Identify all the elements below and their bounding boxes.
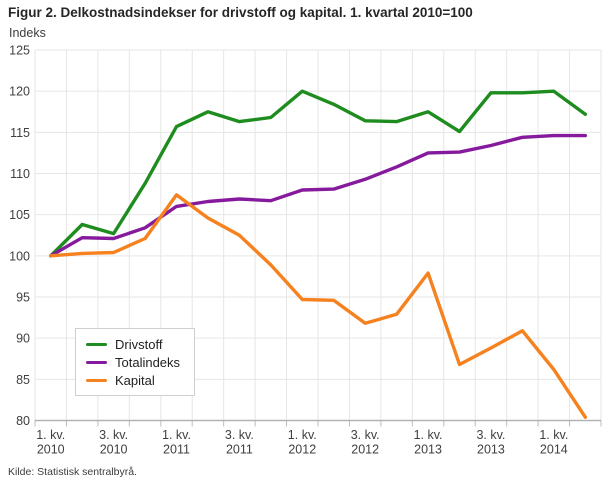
x-tick-label-year: 2011	[226, 443, 253, 457]
series-line-totalindeks	[49, 133, 587, 258]
legend-swatch-kapital	[86, 378, 107, 382]
y-tick-label: 85	[16, 373, 30, 387]
x-tick-label-quarter: 1. kv.	[414, 428, 443, 442]
x-tick-label-quarter: 1. kv.	[36, 428, 65, 442]
y-axis-title: Indeks	[9, 26, 46, 40]
x-tick-label-quarter: 3. kv.	[351, 428, 380, 442]
legend: Drivstoff Totalindeks Kapital	[75, 328, 196, 396]
x-tick-label-year: 2013	[477, 443, 505, 457]
x-tick-label-year: 2013	[414, 443, 442, 457]
series-line-kapital	[49, 193, 587, 419]
y-tick-label: 115	[10, 126, 30, 140]
y-tick-label: 95	[16, 291, 30, 305]
x-tick-label-quarter: 1. kv.	[162, 428, 191, 442]
legend-swatch-totalindeks	[86, 360, 107, 364]
legend-item-totalindeks[interactable]: Totalindeks	[86, 353, 180, 371]
x-tick-label-quarter: 3. kv.	[225, 428, 254, 442]
chart-title: Figur 2. Delkostnadsindekser for drivsto…	[8, 5, 473, 20]
x-tick-label-quarter: 1. kv.	[539, 428, 568, 442]
y-tick-label: 90	[16, 332, 30, 346]
legend-label: Drivstoff	[115, 336, 163, 352]
y-tick-label: 80	[16, 414, 30, 428]
x-tick-label-year: 2014	[540, 443, 568, 457]
y-tick-label: 105	[9, 208, 30, 222]
x-tick-label-quarter: 3. kv.	[476, 428, 505, 442]
legend-label: Totalindeks	[115, 354, 181, 370]
legend-item-kapital[interactable]: Kapital	[86, 371, 180, 389]
y-tick-label: 125	[9, 44, 30, 58]
legend-item-drivstoff[interactable]: Drivstoff	[86, 335, 180, 353]
legend-swatch-drivstoff	[86, 342, 107, 346]
x-tick-label-quarter: 3. kv.	[99, 428, 128, 442]
x-tick-label-year: 2011	[163, 443, 190, 457]
x-tick-label-year: 2012	[351, 443, 379, 457]
x-tick-label-year: 2010	[100, 443, 128, 457]
series-line-drivstoff	[49, 89, 587, 258]
x-tick-label-quarter: 1. kv.	[288, 428, 317, 442]
y-tick-label: 100	[9, 249, 30, 263]
y-tick-label: 110	[10, 167, 30, 181]
legend-label: Kapital	[115, 372, 155, 388]
x-tick-label-year: 2010	[37, 443, 65, 457]
source-note: Kilde: Statistisk sentralbyrå.	[8, 466, 137, 478]
x-tick-label-year: 2012	[288, 443, 316, 457]
y-tick-label: 120	[9, 85, 30, 99]
